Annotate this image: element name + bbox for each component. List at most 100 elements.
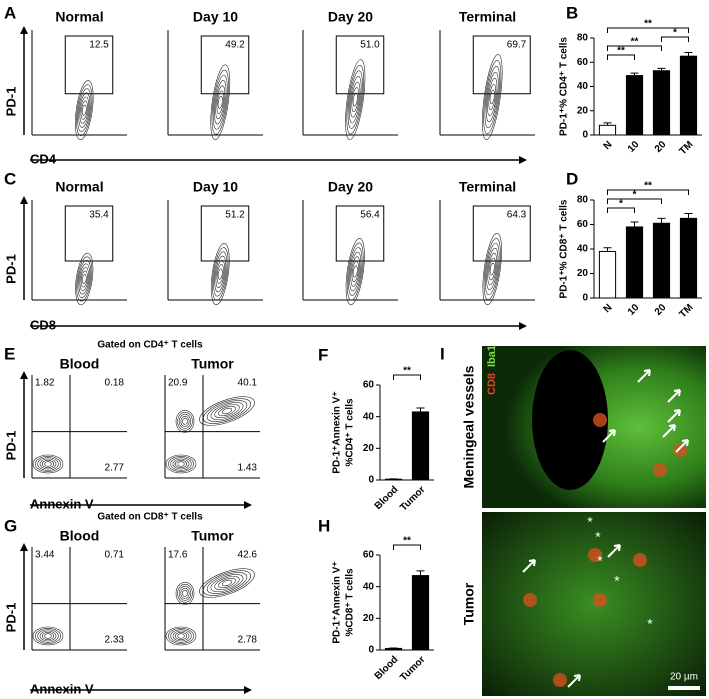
contour xyxy=(214,255,227,293)
contour xyxy=(172,458,190,470)
contour xyxy=(483,60,502,134)
cd8-cell xyxy=(588,548,602,562)
bar xyxy=(625,226,644,299)
cd8-cell xyxy=(673,443,687,457)
x-tick-label: 20 xyxy=(653,302,669,318)
contour xyxy=(177,412,193,431)
plot-title: Tumor xyxy=(191,356,234,372)
y-tick-label: 80 xyxy=(577,33,589,44)
y-axis-label: PD-1 xyxy=(3,603,18,633)
gate-value: 64.3 xyxy=(507,210,527,221)
significance-label: ** xyxy=(403,536,411,547)
x-arrow-head xyxy=(244,501,252,509)
contour xyxy=(80,100,88,120)
contour xyxy=(211,69,229,135)
error-bar xyxy=(630,221,639,227)
bar xyxy=(625,75,644,136)
contour xyxy=(175,632,187,640)
tumor-marker: * xyxy=(587,514,593,530)
contour xyxy=(175,410,195,433)
tumor-marker: * xyxy=(614,573,620,589)
panel-label: E xyxy=(4,344,15,363)
panel-label: I xyxy=(440,344,445,363)
significance-label: * xyxy=(633,190,637,201)
contour xyxy=(483,237,501,301)
contour xyxy=(488,83,497,111)
micrograph xyxy=(482,512,706,696)
contour xyxy=(345,59,366,140)
contour xyxy=(182,590,188,597)
contour xyxy=(482,54,503,140)
x-arrow-head xyxy=(519,322,527,330)
contour xyxy=(42,632,54,640)
panel-label: G xyxy=(4,516,17,535)
contour xyxy=(351,261,359,282)
contour xyxy=(32,454,64,474)
x-arrow-head xyxy=(244,686,252,694)
contour xyxy=(213,251,228,297)
y-tick-label: 0 xyxy=(368,475,374,486)
contour xyxy=(216,90,224,114)
cd8-cell xyxy=(593,413,607,427)
contour xyxy=(206,572,248,594)
x-tick-label: N xyxy=(602,139,615,152)
quadrant-value: 2.33 xyxy=(105,635,125,646)
contour xyxy=(212,74,228,130)
contour xyxy=(482,233,502,305)
error-bar xyxy=(684,212,693,219)
contour xyxy=(210,64,231,140)
gate-value: 69.7 xyxy=(507,40,527,51)
contour xyxy=(487,252,498,286)
significance-bracket xyxy=(607,45,662,51)
contour xyxy=(484,65,500,129)
contour xyxy=(77,88,92,132)
contour xyxy=(170,629,192,643)
channel-label: Iba1 xyxy=(486,345,498,367)
bar xyxy=(411,575,430,651)
significance-bracket xyxy=(607,54,635,60)
contour xyxy=(489,89,495,105)
contour xyxy=(210,402,244,420)
contour xyxy=(210,242,230,306)
error-bar xyxy=(416,407,425,412)
cd8-cell xyxy=(633,553,647,567)
contour xyxy=(75,80,94,141)
y-tick-label: 60 xyxy=(577,219,589,230)
contour xyxy=(486,247,499,291)
cd8-cell xyxy=(593,593,607,607)
tumor-marker: * xyxy=(647,616,653,632)
scale-bar-label: 20 µm xyxy=(670,672,698,683)
y-tick-label: 0 xyxy=(582,130,588,141)
gate-value: 51.0 xyxy=(360,40,380,51)
significance-label: ** xyxy=(644,19,652,30)
significance-label: * xyxy=(673,28,677,39)
contour xyxy=(78,263,90,295)
panel-label: B xyxy=(566,3,578,22)
contour xyxy=(346,64,365,135)
error-bar xyxy=(657,67,666,71)
contour xyxy=(44,633,52,639)
gate-header: Gated on CD8⁺ T cells xyxy=(97,512,203,523)
arrow xyxy=(667,389,681,403)
panel-label: F xyxy=(318,345,328,364)
gate-value: 49.2 xyxy=(225,40,245,51)
contour xyxy=(199,396,255,426)
contour xyxy=(175,582,195,605)
contour xyxy=(177,633,185,639)
significance-label: ** xyxy=(644,181,652,192)
contour xyxy=(221,407,233,415)
gate xyxy=(200,205,250,262)
contour xyxy=(212,247,229,301)
x-arrow-head xyxy=(519,156,527,164)
contour xyxy=(199,568,255,598)
contour xyxy=(76,84,93,136)
contour xyxy=(80,270,88,288)
contour xyxy=(485,71,499,123)
x-tick-label: 10 xyxy=(626,302,642,318)
bar xyxy=(652,222,671,299)
y-axis-label: PD-1 xyxy=(3,431,18,461)
contour xyxy=(215,85,226,120)
significance-bracket xyxy=(607,189,689,195)
x-axis-label: CD4 xyxy=(30,151,57,166)
